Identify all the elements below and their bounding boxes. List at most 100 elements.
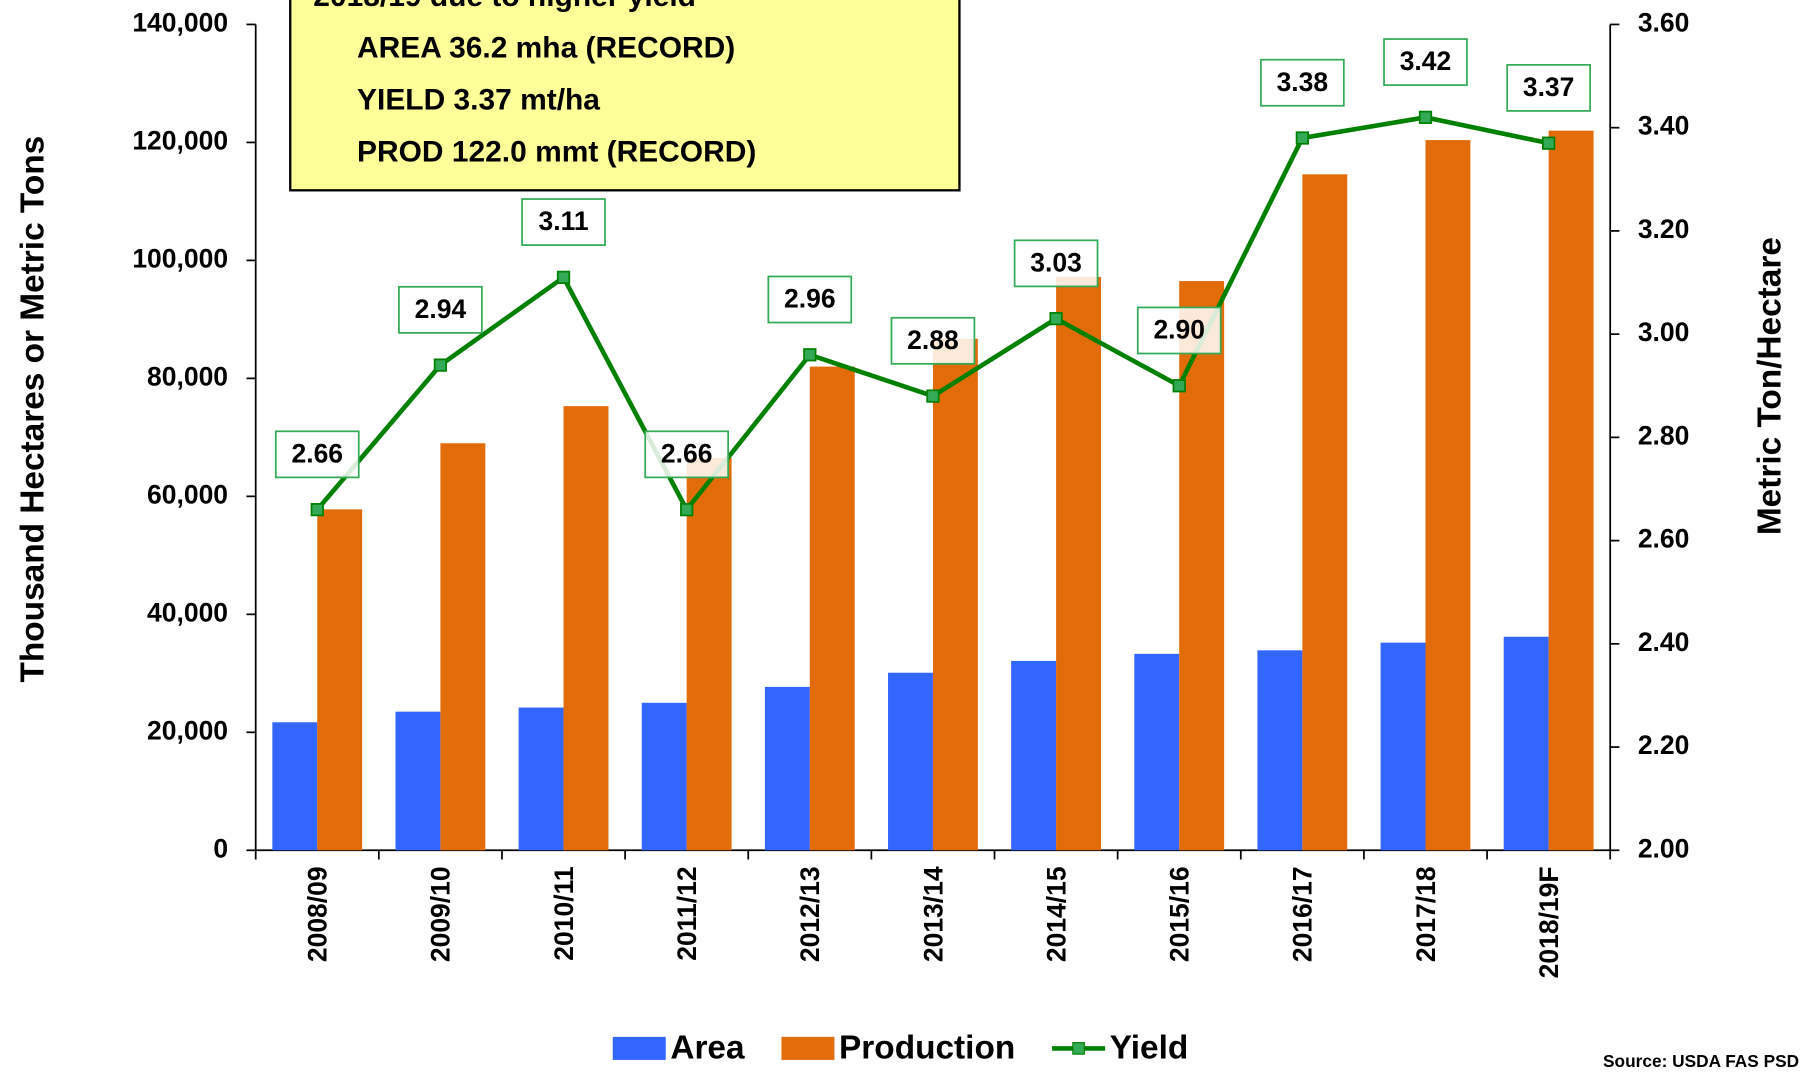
data-label: 2.66 <box>291 438 343 468</box>
yield-marker <box>310 503 324 517</box>
yield-marker <box>1172 379 1186 393</box>
yield-marker <box>1295 131 1309 145</box>
data-label-box <box>1506 63 1591 112</box>
data-label-box <box>1383 38 1468 86</box>
data-label: 2.96 <box>784 284 836 314</box>
bar <box>563 406 609 851</box>
bar <box>1011 660 1057 851</box>
data-label-box <box>1260 58 1345 107</box>
y2-tick-label: 2.60 <box>1638 524 1690 554</box>
y-tick-label: 40,000 <box>147 597 228 627</box>
y2-tick-label: 3.20 <box>1638 214 1690 244</box>
bar <box>1425 140 1471 851</box>
y2-axis-title: Metric Ton/Hectare <box>1751 237 1788 535</box>
legend-label: Production <box>839 1029 1015 1066</box>
y2-tick-label: 3.60 <box>1638 7 1690 37</box>
yield-marker <box>1418 110 1433 124</box>
y-tick-label: 0 <box>213 833 228 863</box>
legend-label: Yield <box>1110 1029 1189 1066</box>
x-tick-label: 2014/15 <box>1041 866 1071 962</box>
x-tick-label: 2018/19F <box>1534 866 1564 978</box>
legend-marker <box>1072 1042 1085 1055</box>
y2-tick-label: 2.20 <box>1638 730 1690 760</box>
data-label-box <box>274 430 360 479</box>
bar <box>1257 650 1303 851</box>
data-label: 2.66 <box>661 438 713 468</box>
x-tick-label: 2010/11 <box>549 866 579 960</box>
bar <box>1503 636 1549 851</box>
data-label-box <box>1136 306 1222 355</box>
y2-tick-label: 2.00 <box>1638 833 1690 863</box>
y-tick-label: 20,000 <box>147 715 228 745</box>
bar <box>272 722 318 851</box>
yield-marker <box>556 270 571 284</box>
y2-tick-label: 2.40 <box>1638 627 1690 657</box>
bar <box>1548 130 1594 851</box>
x-tick-label: 2011/12 <box>672 866 702 960</box>
bar <box>1134 653 1180 851</box>
bar <box>1380 642 1426 851</box>
y2-tick-label: 3.00 <box>1638 317 1690 347</box>
data-label-box <box>644 430 730 479</box>
data-label: 2.88 <box>907 325 959 355</box>
x-tick-label: 2017/18 <box>1411 866 1441 962</box>
annotation-line: 2018/19 due to higher yield <box>313 0 696 13</box>
yield-marker <box>680 503 694 517</box>
data-label: 3.37 <box>1523 72 1575 102</box>
data-label-box <box>890 316 976 365</box>
data-label-box <box>398 285 483 334</box>
x-tick-label: 2015/16 <box>1165 866 1195 962</box>
x-tick-label: 2009/10 <box>426 866 456 962</box>
data-label-box <box>1013 239 1099 288</box>
bar <box>641 702 687 851</box>
data-label: 2.90 <box>1153 315 1205 345</box>
y2-tick-label: 2.80 <box>1638 420 1690 450</box>
yield-marker <box>1049 312 1063 326</box>
annotation: 2018/19 due to higher yield AREA 36.2 mha… <box>289 0 961 192</box>
y-tick-label: 80,000 <box>147 361 228 391</box>
data-label: 2.94 <box>415 294 467 324</box>
bar <box>440 443 486 851</box>
bar <box>395 711 441 851</box>
yield-marker <box>1542 136 1556 150</box>
y-tick-label: 120,000 <box>132 125 228 155</box>
bar <box>1302 174 1348 851</box>
annotation-line: PROD 122.0 mmt (RECORD) <box>357 135 756 168</box>
annotation-line: YIELD 3.37 mt/ha <box>357 84 600 117</box>
y-tick-label: 60,000 <box>147 479 228 509</box>
x-tick-label: 2012/13 <box>795 866 825 962</box>
data-label: 3.03 <box>1030 248 1082 278</box>
legend-label: Area <box>670 1029 745 1066</box>
y-axis-title: Thousand Hectares or Metric Tons <box>14 136 51 683</box>
bar <box>686 458 732 851</box>
yield-marker <box>803 348 817 362</box>
bar <box>764 686 810 851</box>
x-tick-label: 2013/14 <box>918 866 948 962</box>
legend-swatch <box>781 1036 835 1060</box>
y2-tick-label: 3.40 <box>1638 111 1690 141</box>
bar <box>317 509 363 851</box>
yield-marker <box>926 389 940 403</box>
bar <box>932 338 978 851</box>
data-label: 3.38 <box>1277 67 1329 97</box>
bar <box>518 707 564 851</box>
bar <box>809 366 855 851</box>
data-label-box <box>521 198 606 246</box>
annotation-box <box>289 0 961 192</box>
y-tick-label: 140,000 <box>132 7 228 37</box>
y-tick-label: 100,000 <box>132 243 228 273</box>
x-tick-label: 2008/09 <box>303 866 333 962</box>
yield-marker <box>433 358 448 372</box>
bar <box>1179 281 1225 851</box>
data-label: 3.42 <box>1400 46 1452 76</box>
legend-swatch <box>612 1036 666 1060</box>
bar <box>1056 276 1102 851</box>
data-label: 3.11 <box>538 206 588 236</box>
bar <box>888 672 933 851</box>
annotation-line: AREA 36.2 mha (RECORD) <box>357 32 735 65</box>
source: Source: USDA FAS PSD <box>1603 1051 1799 1071</box>
x-tick-label: 2016/17 <box>1288 866 1318 962</box>
data-label-box <box>767 275 853 324</box>
